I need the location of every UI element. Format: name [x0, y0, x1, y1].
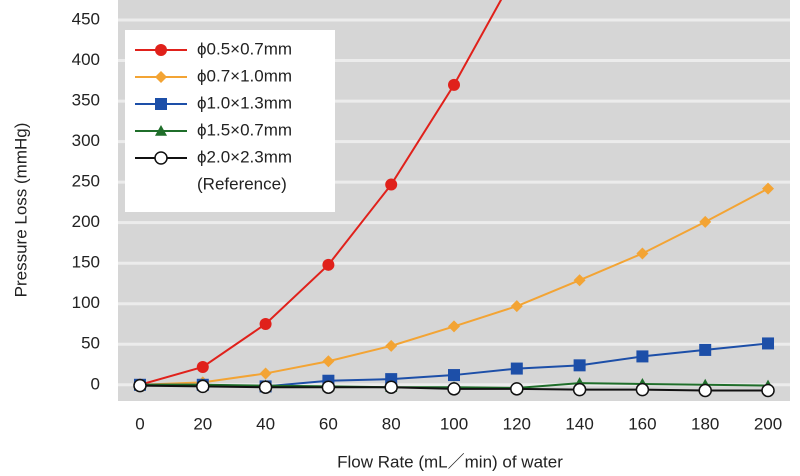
marker	[133, 378, 147, 393]
x-tick-label: 0	[135, 414, 144, 433]
marker	[155, 125, 167, 136]
x-tick-label: 160	[628, 414, 656, 433]
marker	[698, 383, 712, 398]
x-tick-label: 20	[193, 414, 212, 433]
marker	[573, 359, 586, 372]
legend-box	[125, 30, 335, 212]
marker	[448, 320, 460, 333]
marker	[510, 300, 523, 313]
marker	[322, 355, 335, 368]
x-tick-label: 120	[503, 414, 531, 433]
x-tick-label: 140	[565, 414, 593, 433]
y-tick-label: 50	[81, 334, 100, 353]
marker	[321, 380, 336, 394]
marker	[761, 383, 775, 398]
y-tick-label: 300	[72, 131, 100, 150]
x-axis-title: Flow Rate (mL／min) of water	[337, 452, 563, 471]
legend-note: (Reference)	[197, 174, 287, 193]
y-tick-label: 100	[72, 293, 100, 312]
marker	[448, 369, 460, 382]
legend-label: ϕ1.0×1.3mm	[197, 93, 292, 112]
x-tick-label: 200	[754, 414, 782, 433]
marker	[154, 151, 168, 165]
x-tick-label: 180	[691, 414, 719, 433]
legend-label: ϕ2.0×2.3mm	[197, 147, 292, 166]
y-axis-title: Pressure Loss (mmHg)	[11, 123, 30, 298]
plot	[133, 0, 775, 398]
marker	[762, 337, 775, 350]
marker	[510, 362, 523, 375]
marker	[448, 78, 460, 91]
y-tick-label: 400	[72, 50, 100, 69]
marker	[385, 178, 398, 191]
y-tick-label: 350	[72, 91, 100, 110]
marker	[636, 350, 649, 363]
marker	[258, 380, 273, 394]
marker	[572, 382, 587, 397]
marker	[636, 247, 649, 260]
legend-label: ϕ0.7×1.0mm	[197, 66, 292, 85]
marker	[635, 382, 650, 397]
marker	[155, 98, 167, 110]
y-tick-label: 250	[72, 172, 100, 191]
legend-label: ϕ0.5×0.7mm	[197, 39, 292, 58]
x-tick-label: 40	[256, 414, 275, 433]
y-tick-label: 450	[72, 9, 100, 28]
marker	[155, 44, 167, 56]
marker	[699, 215, 712, 228]
marker	[259, 317, 272, 330]
marker	[699, 343, 712, 356]
legend-label: ϕ1.5×0.7mm	[197, 120, 292, 139]
legend: ϕ0.5×0.7mm ϕ0.7×1.0mm ϕ1.0×1.3mm ϕ1.5×0.7mm…	[125, 30, 335, 212]
marker	[196, 360, 209, 373]
y-tick-label: 200	[72, 212, 100, 231]
marker	[510, 382, 524, 396]
marker	[573, 274, 586, 287]
y-tick-label: 0	[91, 374, 100, 393]
marker	[155, 71, 167, 83]
marker	[385, 339, 398, 352]
y-tick-label: 150	[72, 253, 100, 272]
x-tick-label: 100	[440, 414, 468, 433]
marker	[322, 258, 335, 271]
x-tick-label: 60	[319, 414, 338, 433]
marker	[384, 380, 398, 394]
marker	[447, 382, 461, 396]
x-tick-label: 80	[382, 414, 401, 433]
marker	[196, 379, 210, 394]
marker	[259, 367, 272, 380]
marker	[762, 182, 775, 195]
